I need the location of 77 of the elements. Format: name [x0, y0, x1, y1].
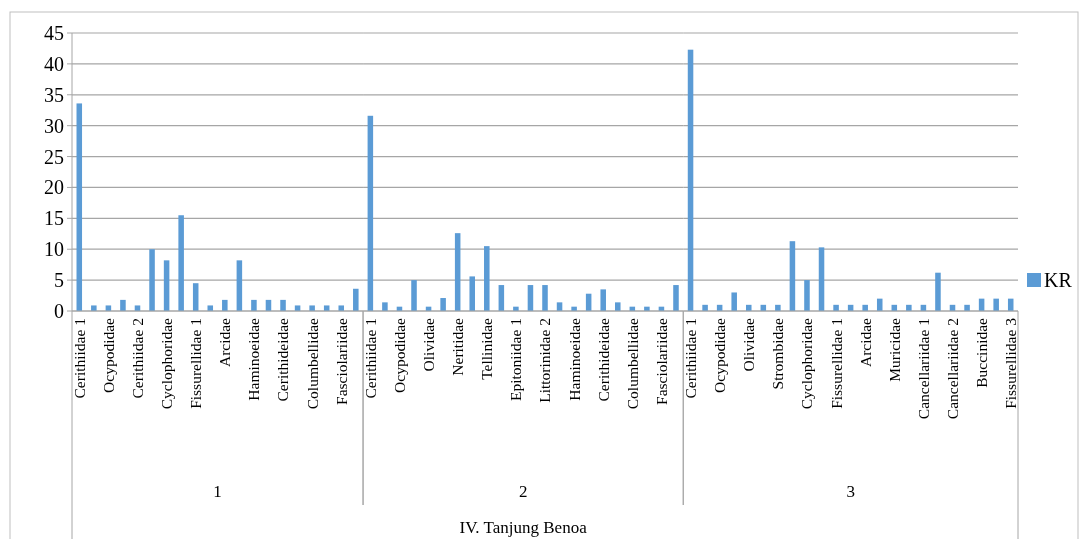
bar — [993, 298, 999, 311]
x-tick-label: Fasciolariidae — [652, 317, 670, 405]
x-axis-title: 3 — [846, 482, 855, 501]
bar — [600, 289, 606, 311]
bar — [804, 280, 810, 311]
x-tick-label: Cerithideidae — [594, 317, 612, 402]
bar — [309, 305, 315, 311]
bar — [280, 299, 286, 311]
bar — [411, 280, 417, 311]
x-tick-label: Fasciolariidae — [332, 317, 350, 405]
bar — [440, 298, 446, 311]
bar — [687, 49, 694, 311]
x-tick-label: Cerithiidae 2 — [128, 318, 146, 399]
y-tick-label: 0 — [54, 300, 64, 322]
bar — [338, 305, 345, 311]
x-tick-label: Olividae — [419, 317, 437, 372]
bar — [615, 302, 621, 311]
bar — [542, 285, 548, 311]
text: IV. Tanjung Benoa — [459, 518, 588, 537]
bar — [353, 288, 359, 311]
x-axis-title: 2 — [518, 482, 528, 501]
x-tick-label: Ocypodidae — [99, 317, 117, 393]
x-tick-label: Fissurellidae 1 — [187, 318, 205, 409]
x-tick-label: Arcidae — [216, 317, 234, 368]
bar — [673, 285, 679, 311]
bar — [382, 302, 388, 311]
bar — [454, 233, 461, 311]
bar — [76, 103, 83, 311]
y-tick-label: 25 — [44, 145, 64, 168]
bar — [251, 299, 257, 311]
x-tick-label: Strombidae — [769, 317, 787, 390]
bar — [469, 276, 475, 311]
y-tick-label: 45 — [44, 22, 64, 44]
x-tick-label: Cancellariidae 1 — [914, 318, 932, 420]
bar — [91, 305, 97, 311]
x-tick-label: Fissurellidae 3 — [1002, 317, 1020, 409]
y-tick-label: 20 — [44, 176, 64, 199]
bar — [120, 299, 126, 311]
y-tick-label: 10 — [44, 238, 64, 261]
x-axis-title: 1 — [213, 482, 222, 501]
legend-label: KR — [1044, 269, 1073, 291]
x-tick-label: Littorinidae 2 — [536, 318, 554, 403]
x-tick-label: Columbellidae — [623, 317, 641, 410]
x-tick-label: Neritidae — [449, 317, 467, 376]
x-tick-label: Arcidae — [856, 317, 874, 368]
x-tick-label: Cerithideidae — [274, 317, 292, 402]
x-tick-label: Haminoeidae — [245, 317, 263, 401]
x-tick-label: Cyclophoridae — [798, 317, 816, 410]
bar — [207, 305, 214, 311]
x-tick-label: Tellinidae — [478, 317, 496, 380]
x-tick-label: Olividae — [740, 317, 758, 372]
x-tick-label: Haminoeidae — [565, 317, 583, 401]
bar — [484, 246, 490, 311]
bar — [935, 272, 941, 311]
x-tick-label: Fissurellidae 1 — [827, 318, 845, 409]
bar — [149, 249, 155, 311]
y-tick-label: 40 — [44, 52, 64, 75]
y-tick-label: 15 — [44, 207, 64, 230]
x-tick-label: Cerithiidae 1 — [70, 318, 88, 399]
x-tick-label: Cyclophoridae — [158, 317, 176, 410]
x-tick-label: Cerithiidae 1 — [361, 318, 379, 399]
x-tick-label: Ocypodidae — [390, 317, 408, 393]
x-tick-label: Muricidae — [885, 317, 903, 382]
x-tick-label: Cancellariidae 2 — [943, 318, 961, 420]
x-tick-label: Columbellidae — [303, 317, 321, 410]
bar — [876, 298, 883, 311]
bar — [731, 292, 737, 311]
x-tick-label: Buccinidae — [973, 317, 991, 388]
bar — [178, 215, 184, 311]
bar — [367, 115, 374, 311]
bar — [222, 299, 228, 311]
x-tick-label: Ocypodidae — [711, 317, 729, 393]
x-tick-label: Epitoniidae 1 — [507, 318, 525, 402]
x-tick-label: Cerithiidae 1 — [681, 318, 699, 399]
y-tick-label: 5 — [54, 269, 64, 292]
y-tick-label: 35 — [44, 83, 64, 106]
y-tick-label: 30 — [44, 114, 64, 137]
